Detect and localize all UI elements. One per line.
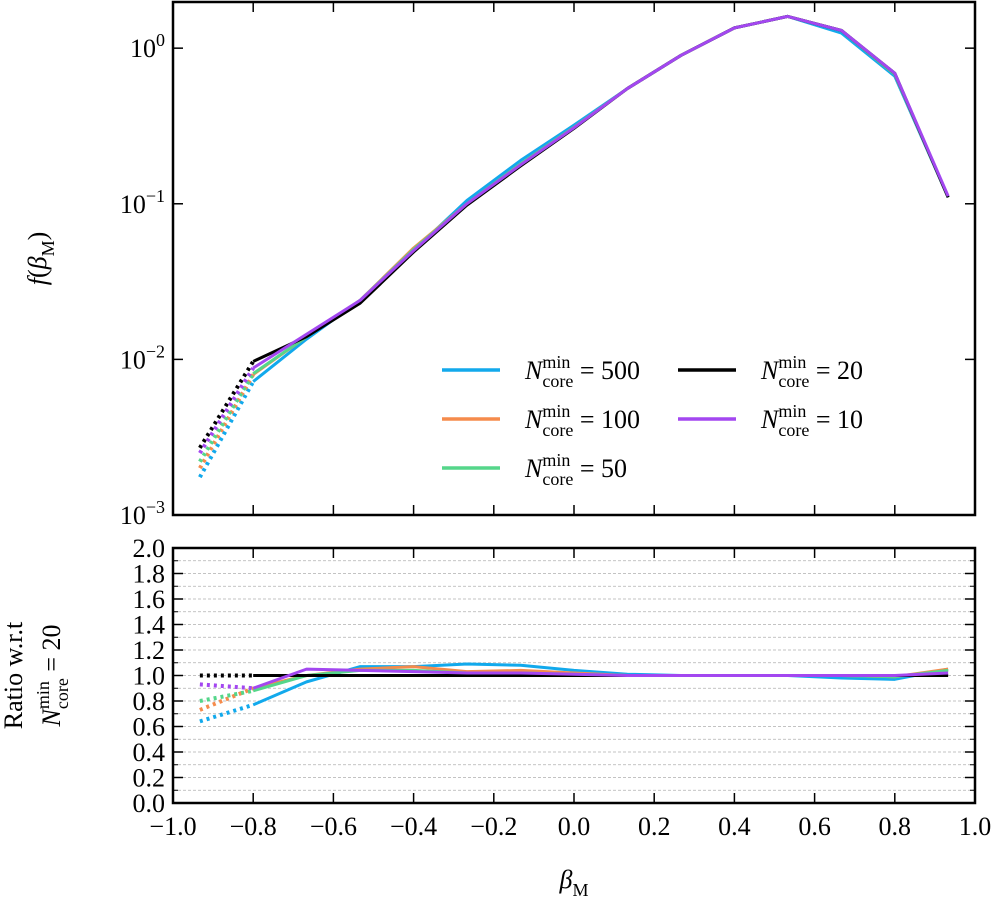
x-tick-label: −0.8 [230, 812, 277, 841]
series-line [198, 380, 255, 479]
legend-label: Ncoremin = 10 [760, 401, 863, 440]
y-tick-label: 10−3 [120, 497, 165, 530]
y-tick-label: 0.6 [133, 713, 166, 742]
series-line [252, 14, 950, 363]
y-tick-label: 2.0 [133, 534, 166, 563]
x-axis-label: βM [559, 865, 589, 900]
series-line [198, 360, 255, 449]
x-tick-label: 0.2 [638, 812, 671, 841]
x-tick-label: 0.8 [879, 812, 912, 841]
y-tick-label: 0.2 [133, 764, 166, 793]
x-tick-label: −0.4 [390, 812, 437, 841]
x-tick-label: 0.6 [798, 812, 831, 841]
series-line [199, 686, 254, 712]
series-line [252, 14, 950, 375]
y-tick-label: 10−1 [120, 186, 165, 219]
legend-label: Ncoremin = 50 [524, 450, 627, 489]
series-line [199, 688, 254, 703]
legend-label: Ncoremin = 20 [760, 352, 863, 391]
series-line [252, 14, 950, 370]
y-tick-label: 0.8 [133, 687, 166, 716]
series-line [252, 14, 950, 383]
y-tick-label: 0.4 [133, 738, 166, 767]
series-line [252, 667, 949, 690]
y-tick-label: 10−2 [120, 341, 165, 374]
axes [171, 0, 977, 517]
legend-label: Ncoremin = 100 [524, 401, 640, 440]
series-line [252, 662, 949, 707]
x-tick-label: −0.6 [310, 812, 357, 841]
axes-frame [171, 0, 977, 517]
y-tick-label: 1.8 [133, 560, 166, 589]
axes [171, 546, 977, 805]
y-tick-label: 1.4 [133, 611, 166, 640]
x-tick-label: −1.0 [149, 812, 196, 841]
series-line [198, 372, 255, 463]
series-line [199, 682, 254, 691]
x-tick-label: 1.0 [959, 812, 992, 841]
y-tick-label: 1.2 [133, 636, 166, 665]
y-axis-label: f(βM) [23, 232, 58, 286]
y-axis-label: Ncoremin = 20 [33, 625, 72, 728]
series-line [198, 366, 255, 455]
series-line [252, 14, 950, 376]
y-tick-label: 1.0 [133, 662, 166, 691]
y-tick-label: 1.6 [133, 585, 166, 614]
y-tick-label: 0.0 [133, 789, 166, 818]
x-tick-label: 0.4 [718, 812, 751, 841]
y-axis-label: Ratio w.r.t [0, 621, 28, 729]
legend-label: Ncoremin = 500 [524, 352, 640, 391]
x-tick-label: −0.2 [470, 812, 517, 841]
y-tick-label: 100 [130, 30, 165, 63]
x-tick-label: 0.0 [558, 812, 591, 841]
series-line [199, 702, 254, 724]
